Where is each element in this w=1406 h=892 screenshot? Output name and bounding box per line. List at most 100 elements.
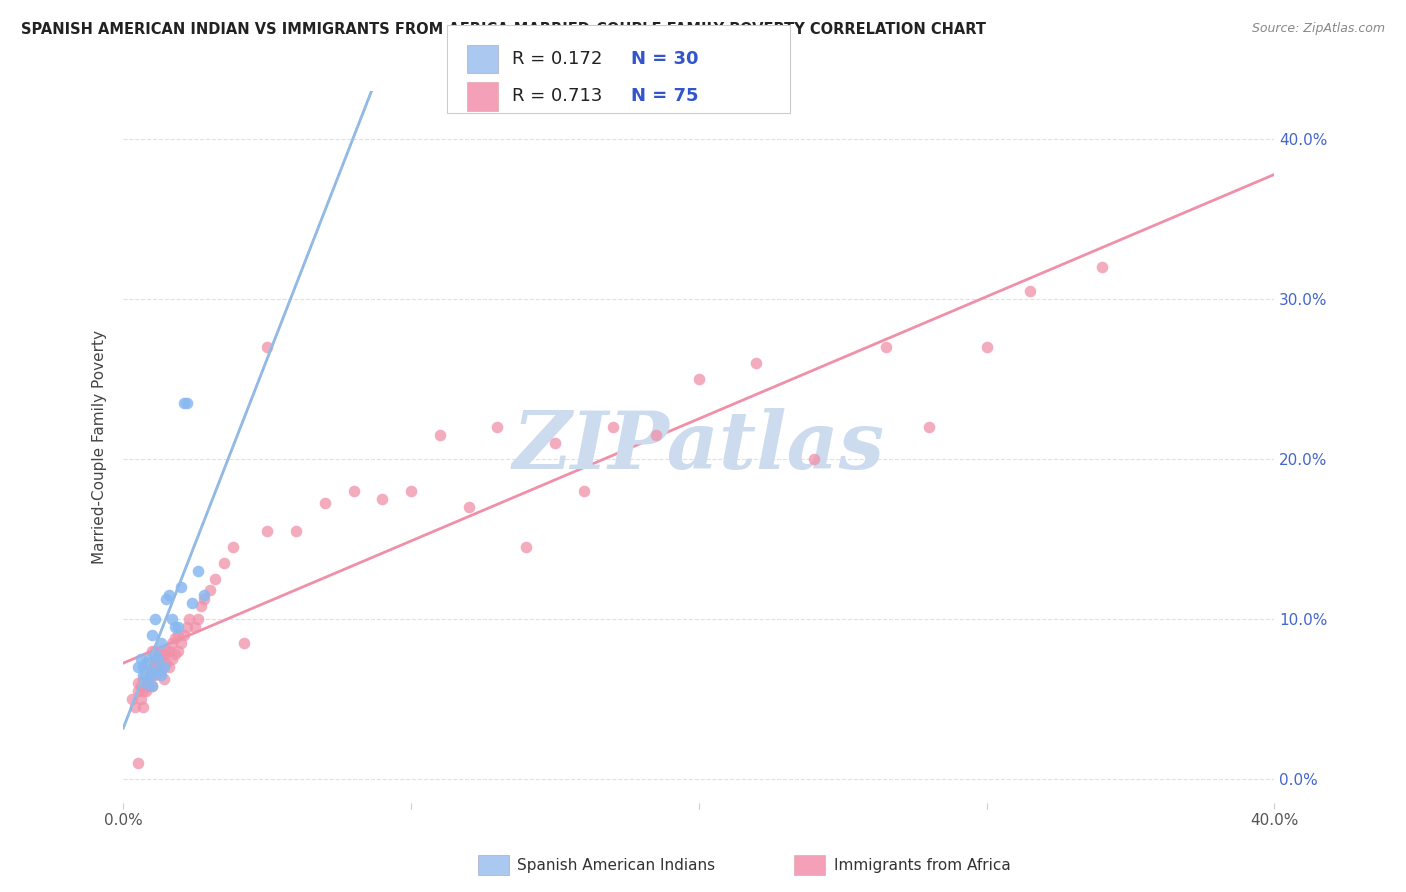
Point — [149, 635, 172, 649]
Point — [149, 663, 172, 677]
Point — [132, 659, 155, 673]
Point — [198, 582, 221, 597]
Point — [167, 619, 190, 633]
Point — [129, 691, 152, 706]
Text: R = 0.713: R = 0.713 — [512, 87, 602, 105]
Point — [157, 588, 180, 602]
Point — [176, 619, 198, 633]
Point — [138, 663, 160, 677]
Point — [221, 540, 243, 554]
Point — [371, 491, 394, 506]
Point — [190, 599, 212, 613]
Point — [187, 564, 209, 578]
Text: N = 30: N = 30 — [631, 50, 699, 68]
Point — [602, 419, 624, 434]
Point — [256, 340, 278, 354]
Point — [976, 340, 998, 354]
Point — [457, 500, 479, 514]
Point — [121, 691, 143, 706]
Point — [143, 611, 166, 625]
Point — [129, 679, 152, 693]
Point — [644, 427, 666, 442]
Point — [193, 588, 215, 602]
Point — [141, 643, 163, 657]
Point — [127, 756, 149, 770]
Point — [204, 572, 226, 586]
Point — [184, 619, 207, 633]
Point — [132, 673, 155, 687]
Y-axis label: Married-Couple Family Poverty: Married-Couple Family Poverty — [93, 330, 107, 564]
Point — [193, 592, 215, 607]
Point — [165, 619, 187, 633]
Point — [135, 667, 157, 681]
Point — [146, 663, 169, 677]
Point — [167, 627, 190, 641]
Point — [429, 427, 451, 442]
Point — [143, 643, 166, 657]
Text: R = 0.172: R = 0.172 — [512, 50, 602, 68]
Point — [179, 611, 201, 625]
Point — [212, 556, 235, 570]
Point — [135, 673, 157, 687]
Point — [160, 611, 183, 625]
Point — [152, 659, 174, 673]
Point — [233, 635, 256, 649]
Point — [399, 483, 422, 498]
Point — [138, 651, 160, 665]
Point — [803, 451, 825, 466]
Point — [170, 635, 193, 649]
Point — [572, 483, 595, 498]
Point — [155, 657, 177, 671]
Point — [143, 667, 166, 681]
Point — [132, 683, 155, 698]
Point — [155, 643, 177, 657]
Point — [127, 683, 149, 698]
Point — [688, 372, 710, 386]
Point — [173, 627, 195, 641]
Point — [875, 340, 897, 354]
Point — [157, 643, 180, 657]
Point — [176, 395, 198, 409]
Point — [124, 699, 146, 714]
Point — [165, 647, 187, 661]
Point — [155, 592, 177, 607]
Point — [141, 657, 163, 671]
Point — [146, 651, 169, 665]
Point — [141, 679, 163, 693]
Point — [141, 679, 163, 693]
Point — [544, 435, 567, 450]
Point — [181, 596, 204, 610]
Point — [165, 631, 187, 645]
Point — [160, 635, 183, 649]
Point — [138, 667, 160, 681]
Point — [157, 659, 180, 673]
Point — [127, 675, 149, 690]
Point — [146, 647, 169, 661]
Point — [143, 647, 166, 661]
Point — [486, 419, 509, 434]
Point — [127, 659, 149, 673]
Point — [149, 651, 172, 665]
Point — [146, 663, 169, 677]
Point — [138, 679, 160, 693]
Point — [132, 699, 155, 714]
Point — [152, 647, 174, 661]
Point — [187, 611, 209, 625]
Text: Source: ZipAtlas.com: Source: ZipAtlas.com — [1251, 22, 1385, 36]
Point — [167, 643, 190, 657]
Point — [135, 683, 157, 698]
Point — [1018, 284, 1040, 298]
Point — [135, 675, 157, 690]
Point — [138, 657, 160, 671]
Text: Immigrants from Africa: Immigrants from Africa — [834, 858, 1011, 872]
Point — [256, 524, 278, 538]
Point — [143, 651, 166, 665]
Point — [129, 651, 152, 665]
Point — [141, 667, 163, 681]
Text: SPANISH AMERICAN INDIAN VS IMMIGRANTS FROM AFRICA MARRIED-COUPLE FAMILY POVERTY : SPANISH AMERICAN INDIAN VS IMMIGRANTS FR… — [21, 22, 986, 37]
Point — [141, 627, 163, 641]
Point — [149, 667, 172, 681]
Point — [170, 580, 193, 594]
Point — [160, 651, 183, 665]
Text: Spanish American Indians: Spanish American Indians — [517, 858, 716, 872]
